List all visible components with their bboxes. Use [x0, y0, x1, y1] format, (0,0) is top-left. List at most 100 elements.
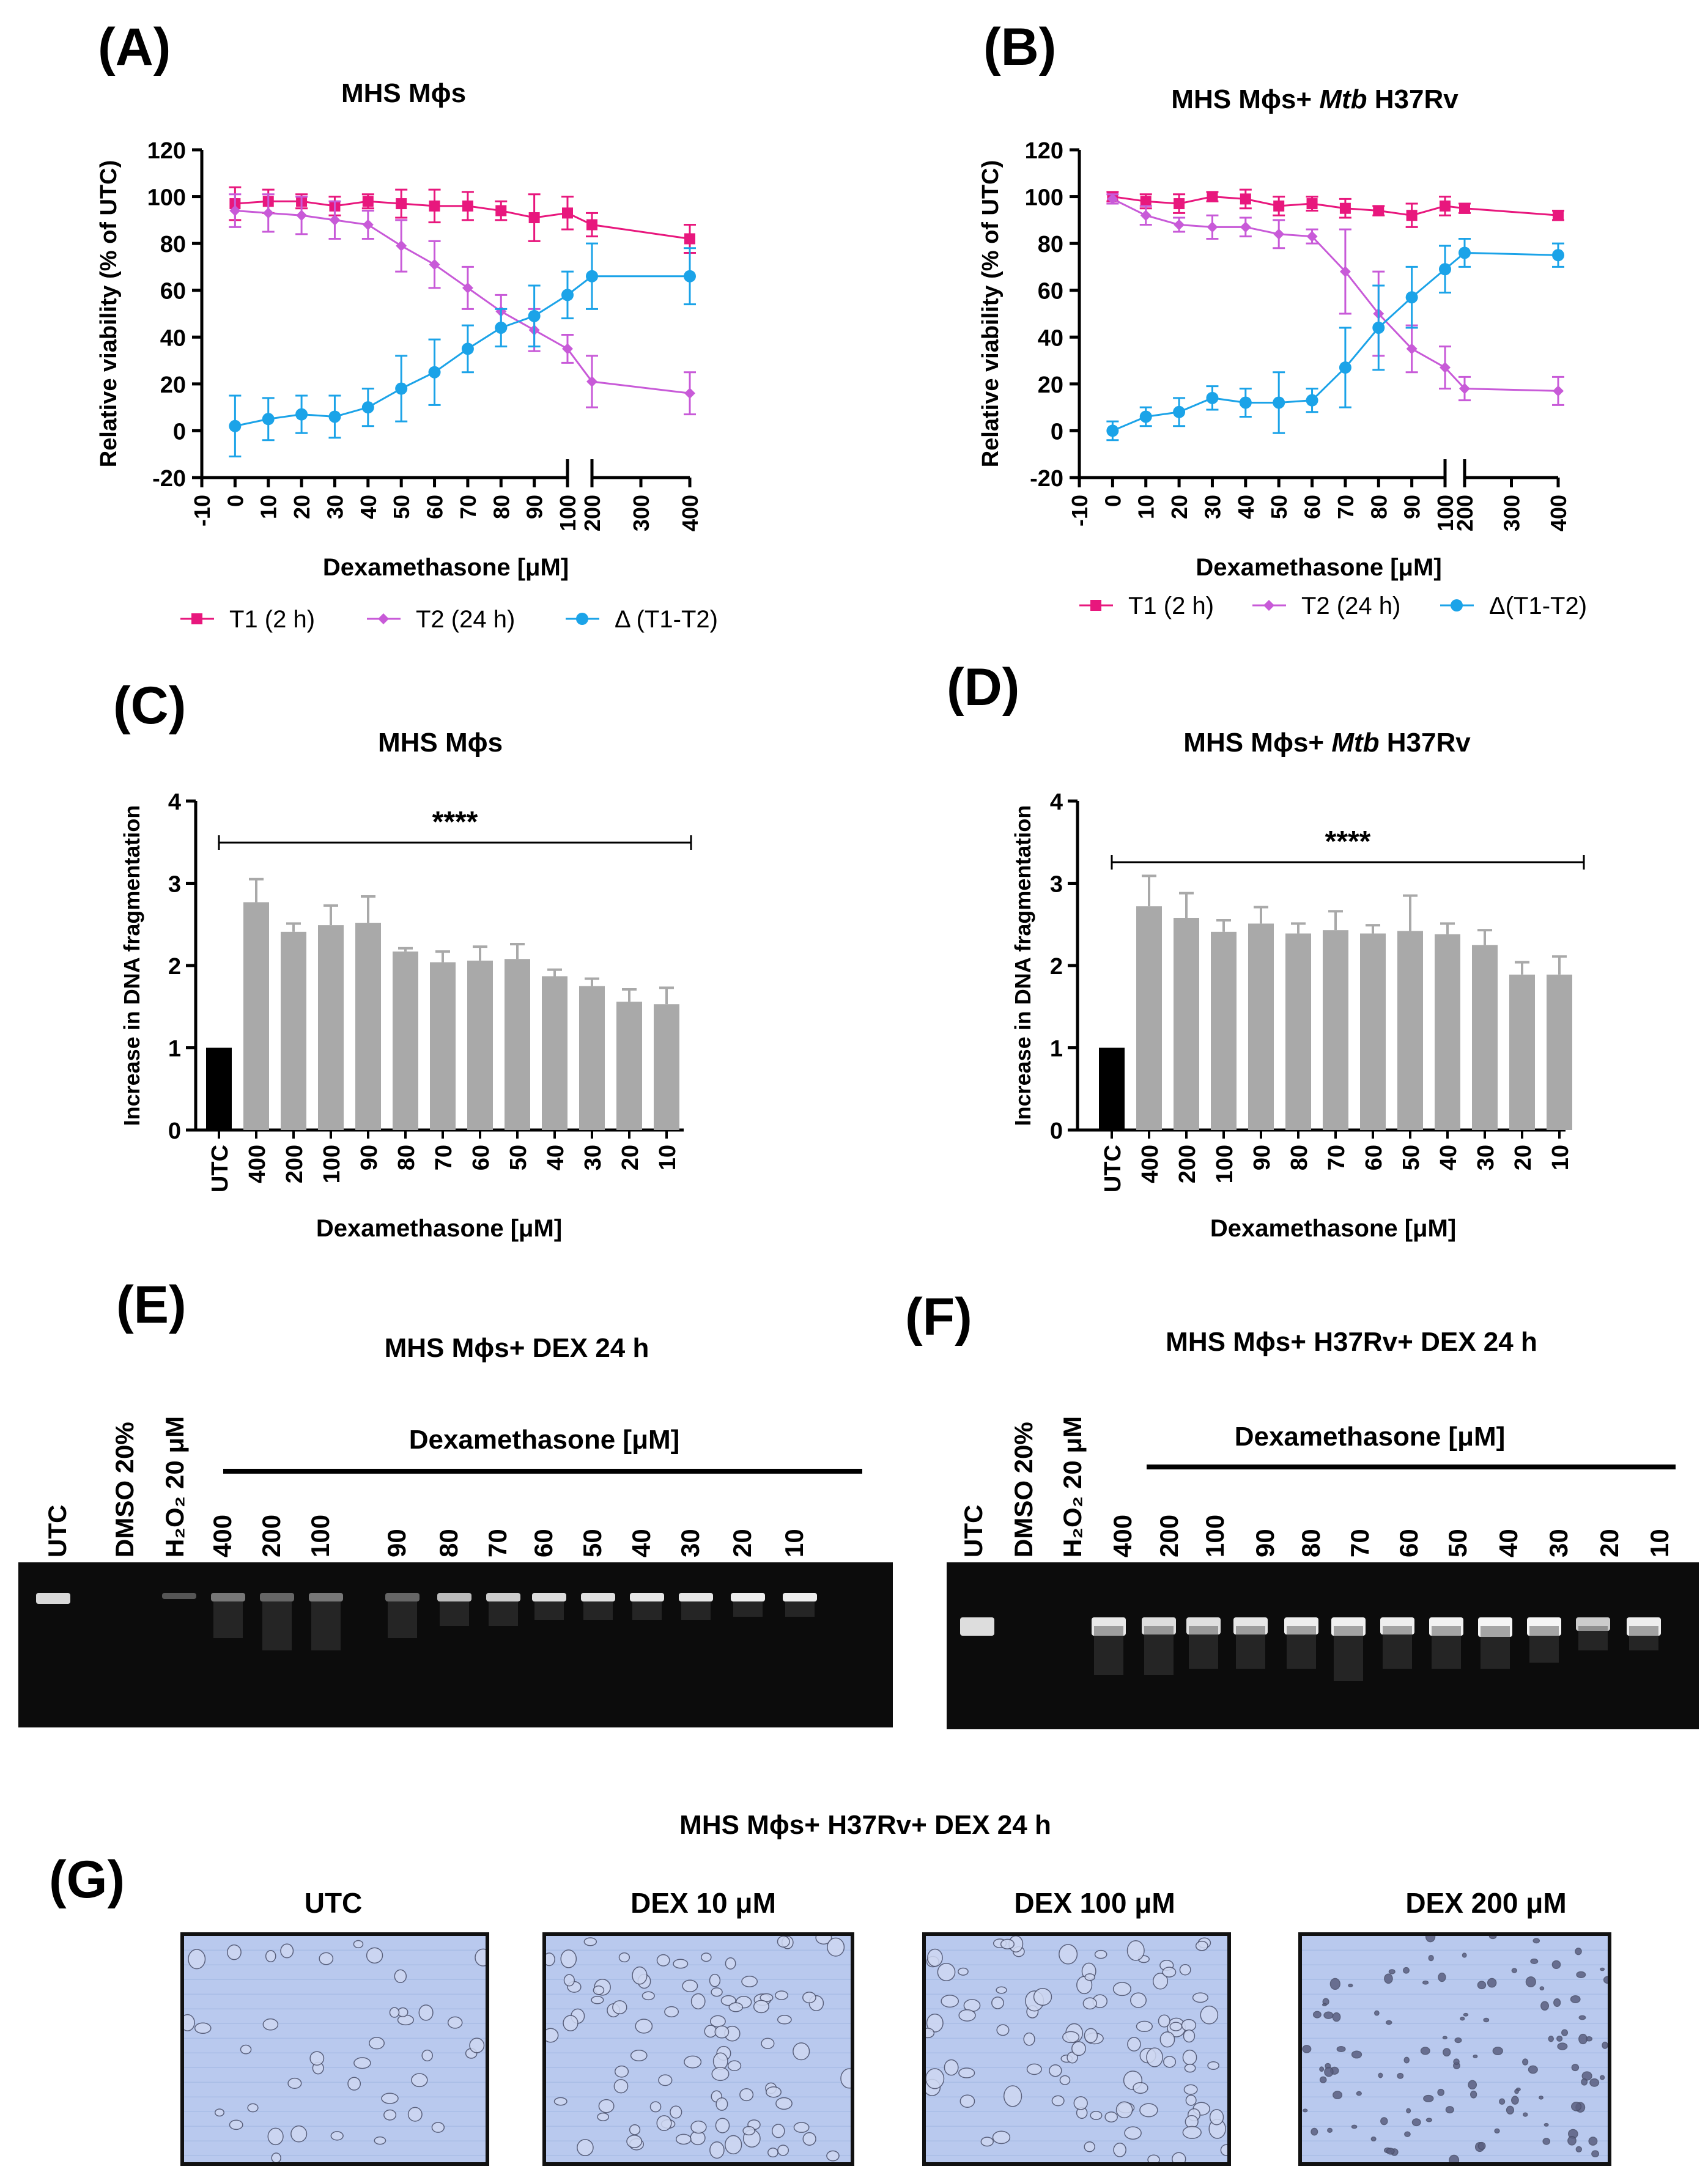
a-y-tick-label: 20 [160, 372, 186, 398]
gel-e-lane-label: 70 [483, 1529, 512, 1557]
a-data-point [528, 212, 540, 224]
gel-e-lane-label: 20 [728, 1529, 756, 1557]
micro0-cell [383, 2109, 397, 2121]
micro0-cell [407, 2107, 423, 2122]
micro1-cell [690, 2120, 707, 2134]
b-data-point [1406, 343, 1418, 355]
a-x-tick-label: 40 [356, 495, 381, 519]
b-data-point [1440, 200, 1451, 212]
micro3-cell [1575, 1948, 1582, 1956]
gel-f-band [1576, 1617, 1610, 1631]
micro1-cell [715, 2097, 728, 2111]
b-data-point [1207, 191, 1218, 202]
c-bar [542, 976, 567, 1130]
micro1-cell [563, 2015, 579, 2031]
gel-e-smear [388, 1601, 417, 1638]
c-bar [318, 925, 344, 1130]
gel-e-lane-label: 40 [627, 1529, 656, 1557]
micro3-cell [1463, 2012, 1469, 2017]
gel-e-lane-label: H₂O₂ 20 μM [160, 1416, 189, 1557]
gel-e-lane-label: 80 [434, 1529, 463, 1557]
micro2-cell [1181, 2019, 1197, 2032]
micro0-cell [262, 2018, 279, 2031]
micro1-cell [802, 1992, 816, 2004]
b-data-point [1459, 383, 1470, 394]
gel-f-lane-label: H₂O₂ 20 μM [1058, 1416, 1087, 1557]
micro2-cell [1076, 1976, 1093, 1995]
micro2-cell [1084, 2028, 1098, 2044]
title-g: MHS Mϕs+ H37Rv+ DEX 24 h [679, 1810, 1051, 1840]
micro3-cell [1522, 2058, 1529, 2066]
b-x-tick-label: 80 [1366, 495, 1391, 519]
a-data-point [462, 282, 473, 294]
micro3-cell [1403, 2056, 1410, 2064]
c-significance-stars: **** [432, 806, 478, 838]
d-bar [1248, 923, 1274, 1130]
d-bar [1397, 931, 1423, 1130]
micro3-cell [1404, 2131, 1411, 2137]
micro1-cell [593, 1985, 605, 1995]
b-data-point [1240, 221, 1251, 233]
gel-e-smear [311, 1601, 341, 1650]
d-x-tick-label: 70 [1324, 1145, 1350, 1170]
gel-e-smear [262, 1601, 292, 1650]
gel-e-band [783, 1593, 817, 1601]
gel-f-lane-label: 40 [1494, 1529, 1523, 1557]
gel-e-lane-label: 50 [578, 1529, 607, 1557]
micro0-cell [214, 2108, 224, 2117]
gel-e-band [162, 1593, 196, 1599]
a-y-tick-label: 60 [160, 279, 186, 305]
micro3-cell [1351, 2124, 1358, 2129]
micro3-cell [1445, 2106, 1454, 2114]
micro2-cell [1172, 2152, 1186, 2162]
micro1-cell [684, 2055, 702, 2069]
b-data-point [1339, 202, 1351, 214]
micro1-cell [656, 1954, 670, 1967]
b-data-point [1174, 219, 1185, 231]
d-bar [1174, 917, 1199, 1130]
a-data-point [684, 270, 696, 283]
micro3-cell [1600, 1967, 1605, 1971]
title-b-suffix: H37Rv [1367, 84, 1458, 114]
d-bar [1547, 974, 1572, 1130]
micro1-cell [742, 2126, 755, 2136]
c-bar [505, 959, 530, 1130]
micro2-cell [1071, 2041, 1086, 2056]
micro1-cell [670, 2105, 682, 2119]
micro3-cell [1438, 1972, 1446, 1982]
micro3-cell [1302, 2045, 1312, 2053]
d-bar [1099, 1047, 1125, 1130]
micro3-cell [1581, 2078, 1588, 2086]
b-data-point [1373, 205, 1385, 216]
gel-e-band [630, 1593, 664, 1601]
a-data-point [684, 388, 695, 399]
title-c: MHS Mϕs [377, 728, 503, 758]
b-data-point [1339, 266, 1351, 278]
micro0-cell [290, 2125, 308, 2143]
micro0-cell [353, 2057, 371, 2069]
c-x-tick-label: 400 [245, 1145, 270, 1183]
micro2-cell [1026, 2063, 1042, 2075]
b-y-tick-label: 80 [1038, 232, 1063, 257]
b-data-point [1139, 410, 1152, 423]
micro3-cell [1468, 2080, 1477, 2090]
gel-f-smear [1144, 1626, 1174, 1675]
micro3-cell [1454, 2037, 1462, 2044]
micro2-cell [926, 2068, 945, 2089]
a-x-tick-label: 50 [389, 495, 414, 519]
gel-f-lane-label: 70 [1345, 1529, 1374, 1557]
micro2-cell [1220, 2144, 1227, 2156]
gel-f-band [1233, 1617, 1268, 1634]
b-data-point [1372, 321, 1385, 334]
a-y-tick-label: 120 [147, 138, 186, 164]
gel-f-smear [1432, 1626, 1461, 1669]
gel-e-smear [489, 1601, 518, 1626]
micro2-cell [926, 2028, 935, 2039]
b-legend-marker [1263, 600, 1274, 611]
b-data-point [1140, 196, 1152, 207]
micro2-cell [1139, 2103, 1158, 2118]
micro3-cell [1422, 1980, 1429, 1985]
d-bar [1285, 933, 1311, 1130]
gel-f-band [1478, 1617, 1512, 1637]
a-x-tick-label: 20 [289, 495, 314, 519]
